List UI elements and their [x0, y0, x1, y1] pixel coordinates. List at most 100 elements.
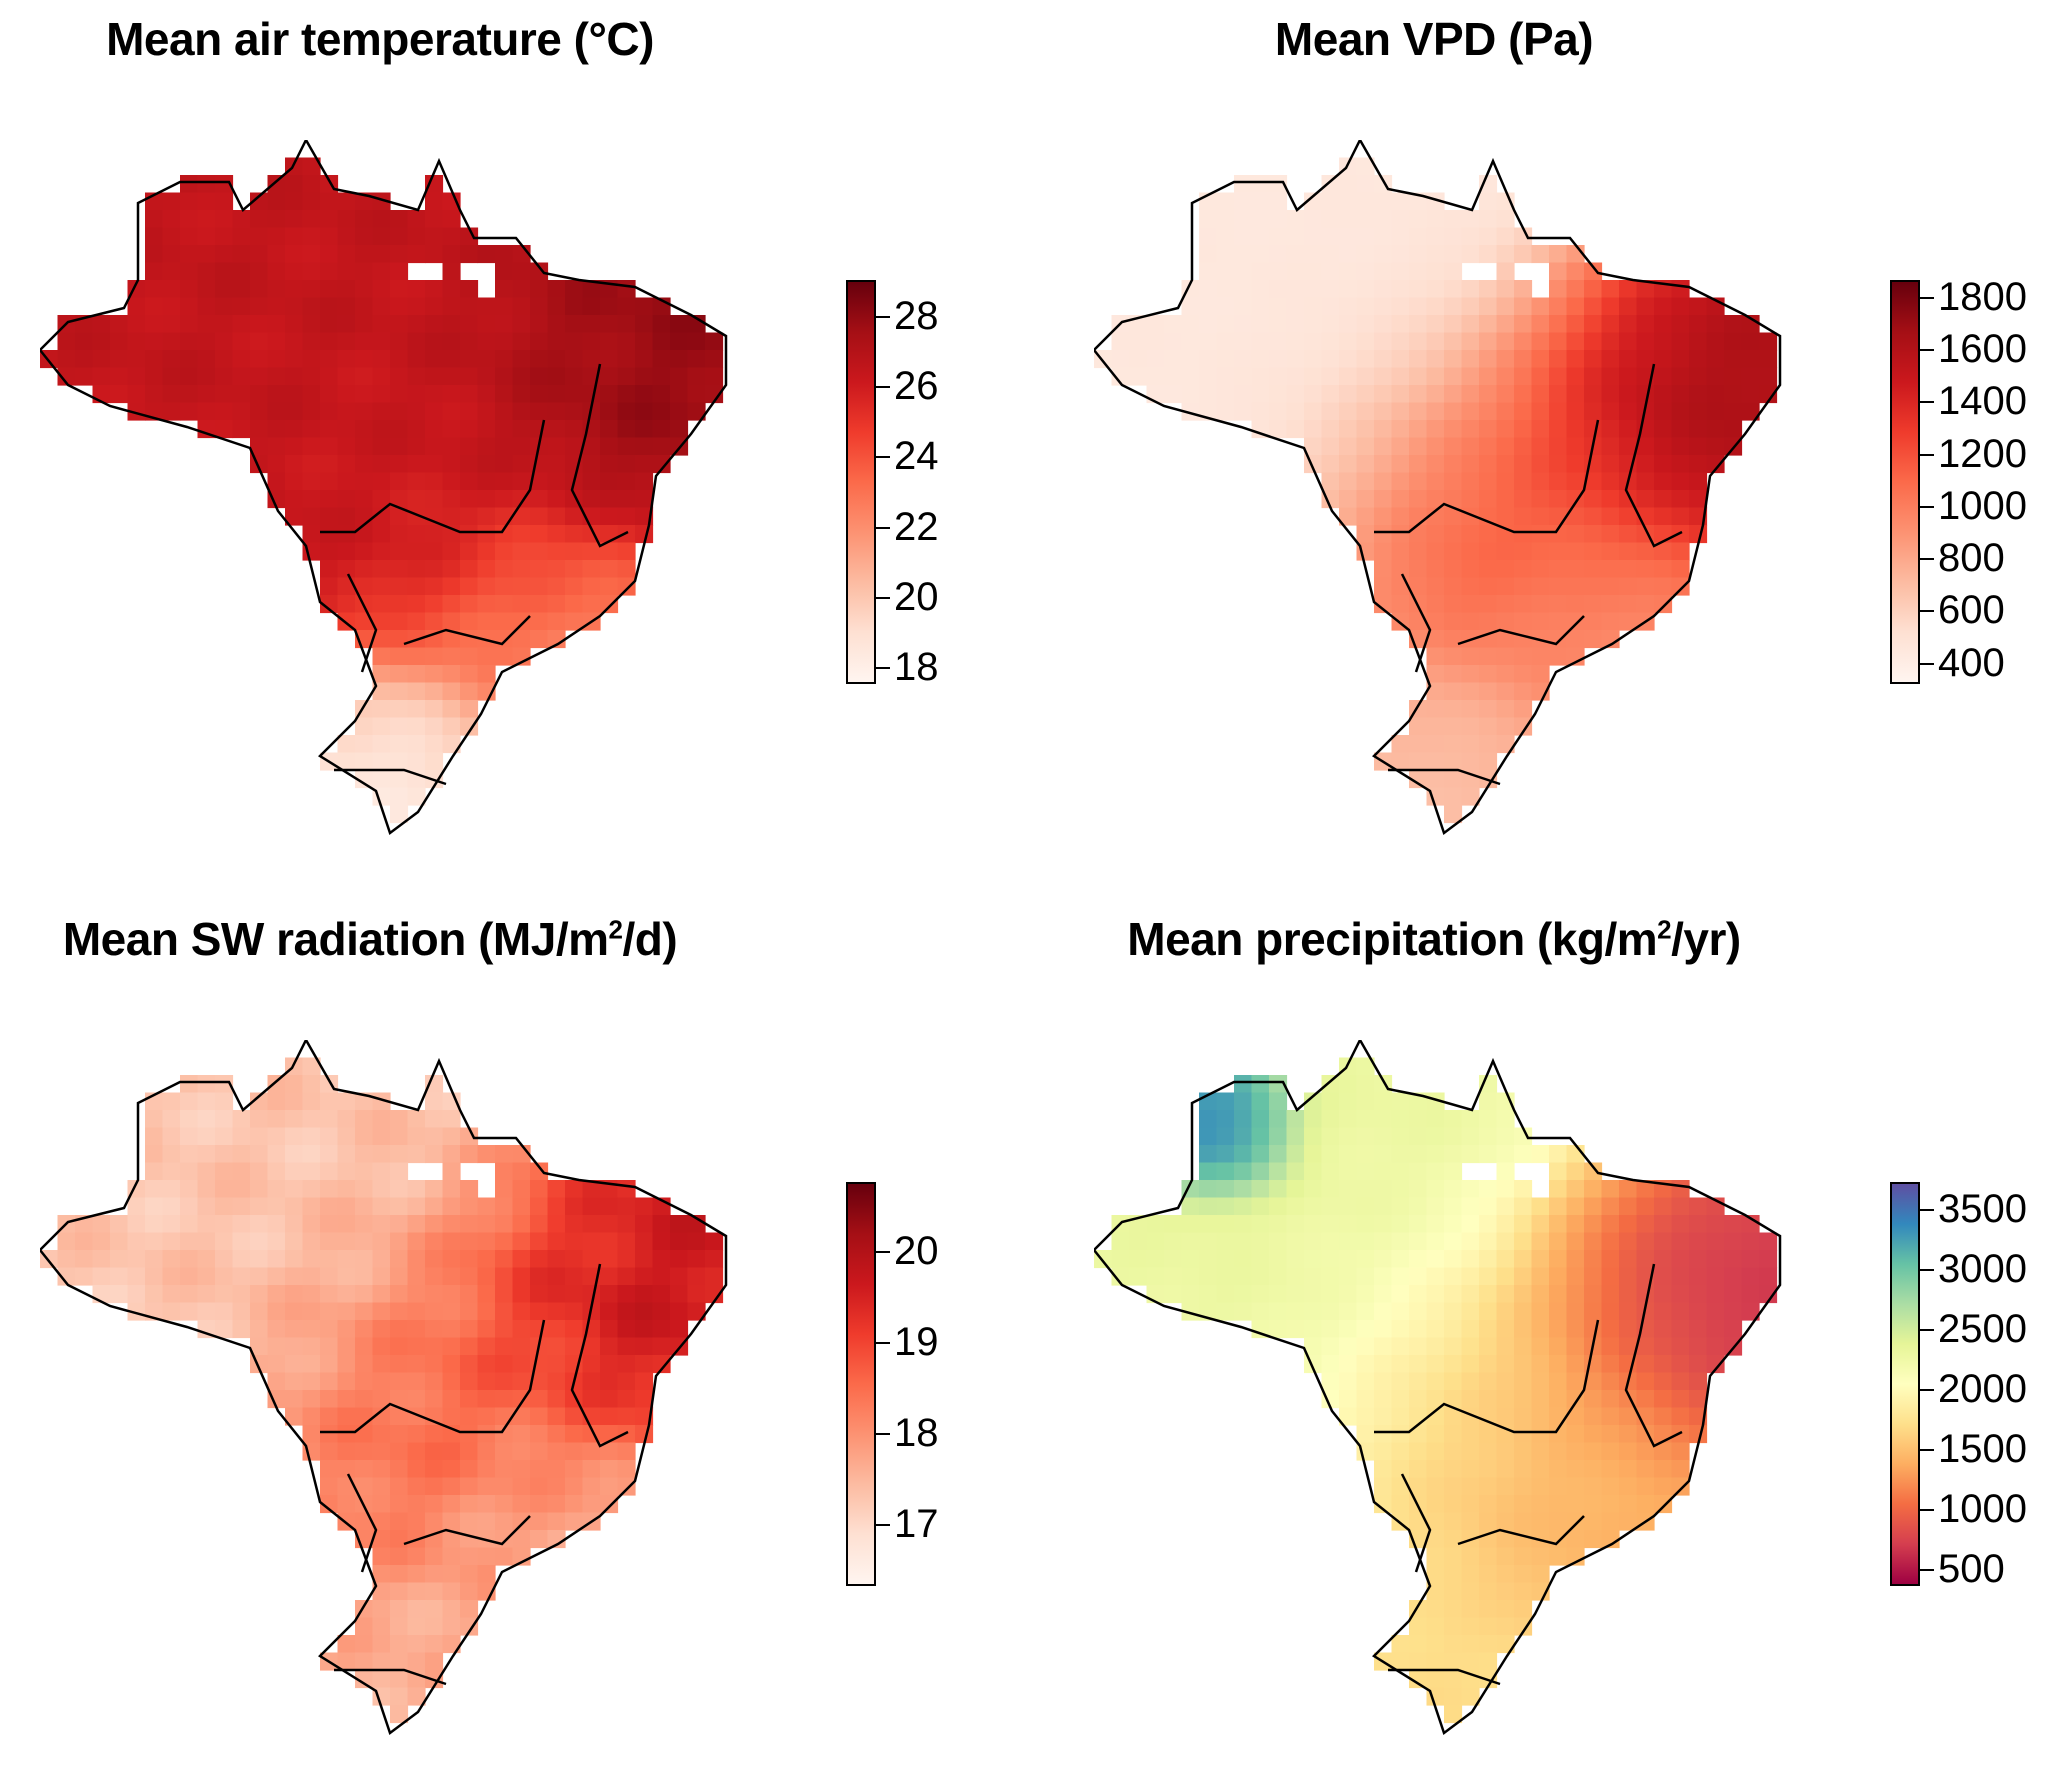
- grid-cell: [285, 472, 304, 491]
- grid-cell: [162, 1285, 181, 1304]
- grid-cell: [1496, 507, 1515, 526]
- grid-cell: [390, 1337, 409, 1356]
- grid-cell: [1514, 507, 1533, 526]
- grid-cell: [460, 1425, 479, 1444]
- grid-cell: [390, 420, 409, 439]
- grid-cell: [320, 332, 339, 351]
- grid-cell: [1566, 577, 1585, 596]
- grid-cell: [425, 1495, 444, 1514]
- grid-cell: [1496, 1302, 1515, 1321]
- grid-cell: [512, 315, 531, 334]
- grid-cell: [425, 1127, 444, 1146]
- grid-cell: [1286, 227, 1305, 246]
- grid-cell: [460, 1302, 479, 1321]
- grid-cell: [1286, 1320, 1305, 1339]
- grid-cell: [372, 262, 391, 281]
- grid-cell: [180, 1075, 199, 1094]
- grid-cell: [390, 1617, 409, 1636]
- grid-cell: [495, 1320, 514, 1339]
- grid-cell: [1199, 1250, 1218, 1269]
- grid-cell: [1356, 297, 1375, 316]
- grid-cell: [145, 367, 164, 386]
- grid-cell: [1689, 385, 1708, 404]
- grid-cell: [215, 1075, 234, 1094]
- map-grid: [1094, 1040, 1782, 1736]
- grid-cell: [197, 210, 216, 229]
- grid-cell: [1549, 1320, 1568, 1339]
- grid-cell: [1391, 455, 1410, 474]
- grid-cell: [1496, 1495, 1515, 1514]
- grid-cell: [1251, 1162, 1270, 1181]
- grid-cell: [285, 507, 304, 526]
- grid-cell: [390, 297, 409, 316]
- grid-cell: [355, 1460, 374, 1479]
- grid-cell: [600, 1355, 619, 1374]
- grid-cell: [442, 1355, 461, 1374]
- grid-cell: [1304, 1285, 1323, 1304]
- grid-cell: [530, 507, 549, 526]
- grid-cell: [372, 245, 391, 264]
- grid-cell: [1374, 1302, 1393, 1321]
- grid-cell: [372, 280, 391, 299]
- grid-cell: [162, 1250, 181, 1269]
- grid-cell: [1496, 665, 1515, 684]
- grid-cell: [145, 315, 164, 334]
- grid-cell: [442, 455, 461, 474]
- grid-cell: [372, 1477, 391, 1496]
- grid-cell: [1514, 472, 1533, 491]
- title-superscript: 2: [608, 914, 623, 945]
- grid-cell: [1374, 367, 1393, 386]
- grid-cell: [1514, 700, 1533, 719]
- grid-cell: [1549, 595, 1568, 614]
- grid-cell: [530, 1477, 549, 1496]
- grid-cell: [1671, 1337, 1690, 1356]
- grid-cell: [1356, 1267, 1375, 1286]
- grid-cell: [512, 297, 531, 316]
- grid-cell: [390, 612, 409, 631]
- grid-cell: [145, 385, 164, 404]
- grid-cell: [302, 525, 321, 544]
- grid-cell: [127, 297, 146, 316]
- grid-cell: [390, 1197, 409, 1216]
- grid-cell: [1426, 1372, 1445, 1391]
- grid-cell: [1514, 1477, 1533, 1496]
- grid-cell: [1496, 385, 1515, 404]
- grid-cell: [110, 350, 129, 369]
- grid-cell: [197, 385, 216, 404]
- grid-cell: [1584, 1460, 1603, 1479]
- grid-cell: [1461, 700, 1480, 719]
- grid-cell: [1514, 560, 1533, 579]
- grid-cell: [1566, 1162, 1585, 1181]
- grid-cell: [1514, 1355, 1533, 1374]
- grid-cell: [285, 455, 304, 474]
- grid-cell: [477, 1197, 496, 1216]
- grid-cell: [1636, 1250, 1655, 1269]
- grid-cell: [1111, 350, 1130, 369]
- grid-cell: [232, 245, 251, 264]
- grid-cell: [390, 1267, 409, 1286]
- grid-cell: [372, 630, 391, 649]
- grid-cell: [635, 1215, 654, 1234]
- grid-cell: [1129, 350, 1148, 369]
- grid-cell: [372, 507, 391, 526]
- grid-cell: [1496, 367, 1515, 386]
- grid-cell: [1339, 1407, 1358, 1426]
- grid-cell: [1426, 1215, 1445, 1234]
- grid-cell: [407, 1110, 426, 1129]
- grid-cell: [1426, 612, 1445, 631]
- grid-cell: [302, 1127, 321, 1146]
- grid-cell: [547, 1372, 566, 1391]
- grid-cell: [390, 595, 409, 614]
- grid-cell: [215, 1320, 234, 1339]
- grid-cell: [652, 437, 671, 456]
- grid-cell: [635, 1320, 654, 1339]
- grid-cell: [1216, 1302, 1235, 1321]
- grid-cell: [372, 1582, 391, 1601]
- grid-cell: [285, 1390, 304, 1409]
- grid-cell: [1496, 280, 1515, 299]
- grid-cell: [1549, 1302, 1568, 1321]
- grid-cell: [407, 1687, 426, 1706]
- grid-cell: [390, 1407, 409, 1426]
- grid-cell: [1479, 1092, 1498, 1111]
- grid-cell: [407, 1635, 426, 1654]
